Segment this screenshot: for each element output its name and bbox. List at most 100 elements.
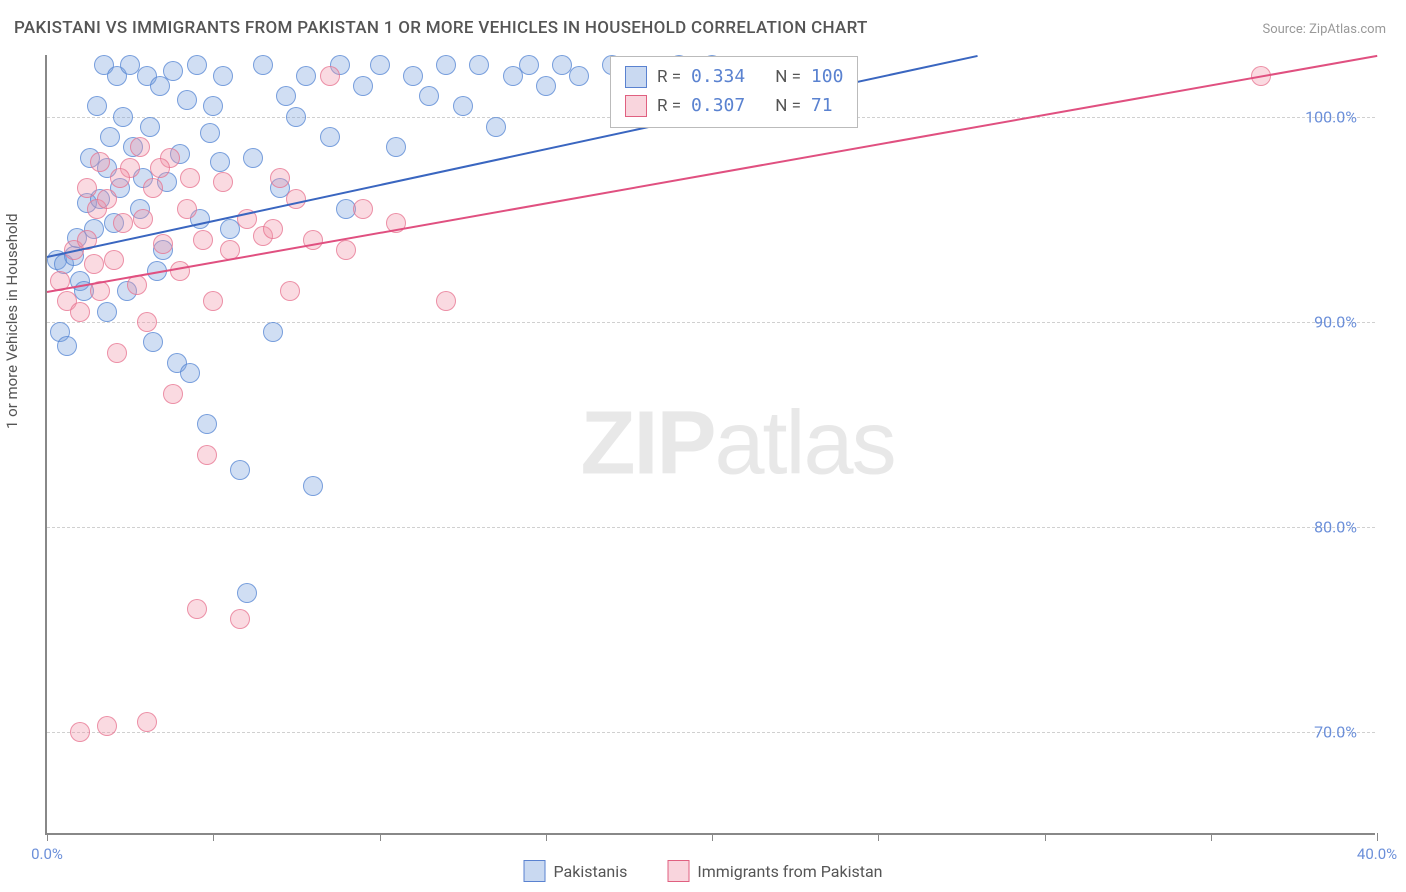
data-point <box>336 240 356 260</box>
watermark: ZIPatlas <box>580 393 894 496</box>
y-tick-label: 90.0% <box>1314 312 1357 331</box>
swatch-blue <box>625 66 647 88</box>
data-point <box>153 234 173 254</box>
data-point <box>320 127 340 147</box>
data-point <box>243 148 263 168</box>
data-point <box>263 219 283 239</box>
data-point <box>177 90 197 110</box>
data-point <box>253 55 273 75</box>
data-point <box>197 414 217 434</box>
y-tick-label: 80.0% <box>1314 518 1357 537</box>
data-point <box>180 168 200 188</box>
data-point <box>140 117 160 137</box>
y-axis-label: 1 or more Vehicles in Household <box>3 213 21 429</box>
data-point <box>197 445 217 465</box>
data-point <box>97 302 117 322</box>
source-attribution: Source: ZipAtlas.com <box>1262 22 1386 37</box>
swatch-blue <box>524 860 546 882</box>
data-point <box>419 86 439 106</box>
data-point <box>203 96 223 116</box>
data-point <box>110 168 130 188</box>
data-point <box>230 460 250 480</box>
legend-item: Immigrants from Pakistan <box>667 860 882 882</box>
data-point <box>286 189 306 209</box>
n-value: 71 <box>811 92 833 121</box>
data-point <box>210 152 230 172</box>
data-point <box>70 722 90 742</box>
watermark-light: atlas <box>715 394 895 494</box>
x-tick <box>47 833 48 841</box>
data-point <box>187 55 207 75</box>
stats-row: R = 0.307 N = 71 <box>625 92 843 121</box>
x-tick-label: 40.0% <box>1357 845 1397 863</box>
chart-title: PAKISTANI VS IMMIGRANTS FROM PAKISTAN 1 … <box>14 18 868 38</box>
data-point <box>353 76 373 96</box>
data-point <box>107 343 127 363</box>
data-point <box>163 384 183 404</box>
r-label: R = <box>657 93 681 120</box>
data-point <box>286 107 306 127</box>
data-point <box>137 712 157 732</box>
data-point <box>303 476 323 496</box>
data-point <box>469 55 489 75</box>
data-point <box>77 178 97 198</box>
data-point <box>200 123 220 143</box>
data-point <box>143 178 163 198</box>
data-point <box>519 55 539 75</box>
data-point <box>133 209 153 229</box>
data-point <box>193 230 213 250</box>
data-point <box>180 363 200 383</box>
data-point <box>436 55 456 75</box>
data-point <box>70 302 90 322</box>
gridline <box>47 322 1375 323</box>
data-point <box>280 281 300 301</box>
data-point <box>150 158 170 178</box>
y-tick-label: 100.0% <box>1305 107 1357 126</box>
n-value: 100 <box>811 63 844 92</box>
watermark-bold: ZIP <box>580 394 714 494</box>
x-tick-label: 0.0% <box>31 845 63 863</box>
x-tick <box>546 833 547 841</box>
swatch-pink <box>625 95 647 117</box>
data-point <box>213 172 233 192</box>
data-point <box>137 312 157 332</box>
data-point <box>276 86 296 106</box>
data-point <box>163 61 183 81</box>
data-point <box>177 199 197 219</box>
legend-item: Pakistanis <box>524 860 628 882</box>
y-tick-label: 70.0% <box>1314 723 1357 742</box>
data-point <box>296 66 316 86</box>
data-point <box>143 332 163 352</box>
x-tick <box>1211 833 1212 841</box>
data-point <box>97 189 117 209</box>
data-point <box>113 107 133 127</box>
gridline <box>47 527 1375 528</box>
data-point <box>57 336 77 356</box>
data-point <box>453 96 473 116</box>
data-point <box>486 117 506 137</box>
x-tick <box>712 833 713 841</box>
data-point <box>403 66 423 86</box>
x-tick <box>380 833 381 841</box>
data-point <box>436 291 456 311</box>
x-tick <box>1045 833 1046 841</box>
data-point <box>370 55 390 75</box>
data-point <box>130 137 150 157</box>
r-value: 0.307 <box>691 92 745 121</box>
n-label: N = <box>775 64 801 91</box>
data-point <box>90 152 110 172</box>
data-point <box>203 291 223 311</box>
legend-label: Immigrants from Pakistan <box>697 862 882 881</box>
data-point <box>270 168 290 188</box>
legend: Pakistanis Immigrants from Pakistan <box>524 860 883 882</box>
data-point <box>97 716 117 736</box>
data-point <box>87 96 107 116</box>
data-point <box>320 66 340 86</box>
swatch-pink <box>667 860 689 882</box>
gridline <box>47 732 1375 733</box>
data-point <box>84 254 104 274</box>
n-label: N = <box>775 93 801 120</box>
data-point <box>353 199 373 219</box>
r-value: 0.334 <box>691 63 745 92</box>
legend-label: Pakistanis <box>554 862 628 881</box>
